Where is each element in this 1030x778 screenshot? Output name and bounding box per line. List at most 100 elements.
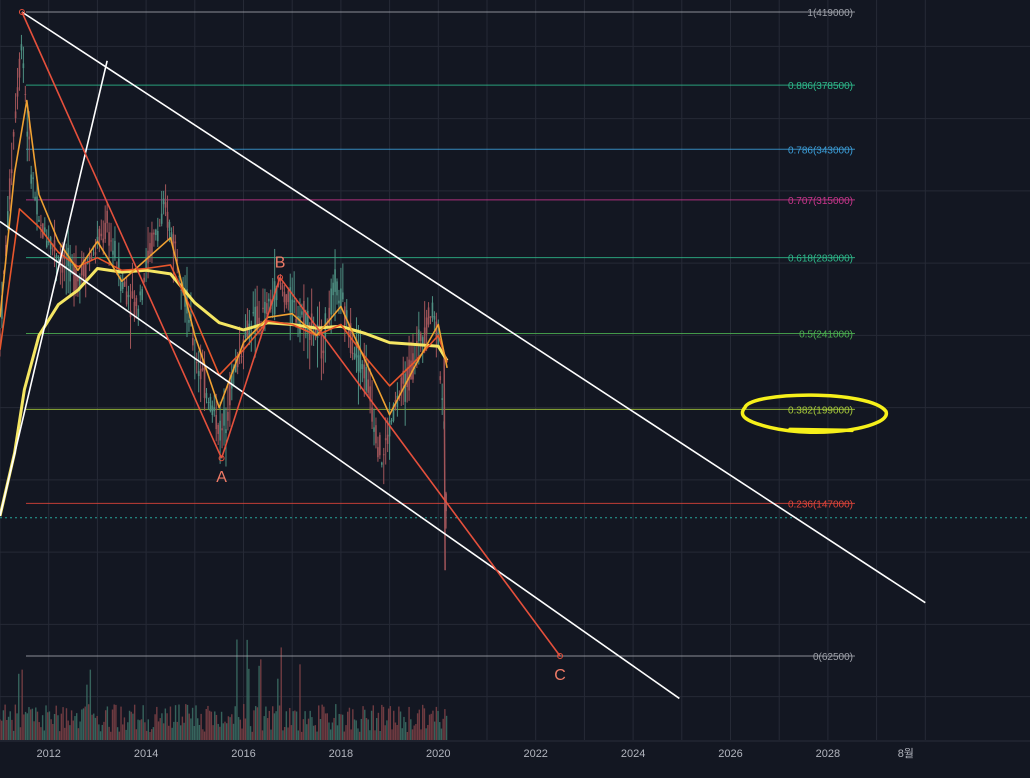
volume-bar: [319, 718, 322, 740]
candle-body: [439, 376, 442, 381]
volume-bar: [2, 710, 5, 740]
highlight-ellipse[interactable]: [740, 393, 888, 434]
volume-bar: [386, 720, 388, 740]
volume-bar: [89, 669, 92, 740]
channel-lines[interactable]: [0, 11, 926, 700]
volume-bar: [217, 723, 219, 740]
volume-bar: [81, 709, 83, 740]
volume-bar: [11, 719, 13, 740]
candle-body: [139, 291, 142, 296]
candle-body: [197, 371, 200, 377]
wave-point[interactable]: [277, 274, 284, 281]
channel-line-upper[interactable]: [21, 11, 926, 604]
volume-bar: [84, 706, 86, 740]
candle-body: [205, 393, 208, 399]
volume-bar: [352, 709, 354, 740]
candle-body: [345, 310, 348, 321]
volume-bar: [350, 729, 352, 740]
volume-bar: [227, 716, 230, 740]
candle-body: [211, 405, 214, 415]
volume-bar: [404, 722, 407, 740]
volume-bar: [241, 728, 243, 740]
candle-body: [215, 414, 218, 430]
volume-bar: [231, 714, 233, 740]
volume-bar: [268, 710, 271, 740]
candle-body: [55, 255, 58, 259]
wave-segment[interactable]: [279, 277, 561, 657]
volume-bar: [147, 719, 149, 740]
candle-body: [172, 234, 175, 251]
fib-retracement[interactable]: 1(419000) 0.886(378500) 0.786(343000) 0.707…: [0, 8, 1030, 663]
volume-bar: [168, 725, 170, 740]
wave-label-c: C: [554, 667, 566, 684]
abc-wave[interactable]: A B C: [18, 9, 566, 685]
volume-bar: [115, 704, 117, 740]
volume-bar: [208, 710, 211, 740]
candle-body: [404, 373, 406, 402]
volume-bar: [130, 711, 132, 740]
volume-bar: [312, 725, 315, 740]
candle-body: [390, 420, 393, 422]
volume-bar: [357, 728, 359, 740]
candle-body: [57, 259, 60, 262]
fib-level-label: 1(419000): [807, 8, 853, 19]
wave-point[interactable]: [557, 653, 564, 659]
volume-bar: [297, 730, 299, 740]
volume-bar: [19, 727, 22, 740]
time-axis: 2012 2014 2016 2018 2020 2022 2024 2026 2028 8월: [0, 740, 1030, 760]
wave-segment[interactable]: [220, 277, 281, 459]
candle-body: [84, 262, 87, 282]
volume-bar: [375, 718, 378, 740]
volume-bar: [345, 725, 347, 740]
candle-body: [44, 227, 46, 232]
volume-bar: [132, 713, 134, 740]
wave-segment[interactable]: [21, 11, 223, 459]
volume-bar: [139, 720, 141, 740]
volume-bar: [82, 708, 85, 740]
volume-bar: [178, 704, 180, 740]
volume-bar: [6, 719, 8, 740]
volume-bar: [341, 714, 344, 740]
candle-body: [421, 337, 424, 345]
candle-body: [231, 375, 233, 389]
time-axis-tick-label: 2022: [523, 748, 547, 760]
candle-body: [176, 259, 179, 262]
volume-bar: [435, 706, 438, 740]
candle-body: [367, 379, 369, 393]
volume-bar: [348, 707, 351, 740]
trend-line[interactable]: [0, 60, 108, 517]
volume-bar: [157, 721, 160, 740]
candle-body: [435, 321, 438, 340]
candle-body: [223, 408, 225, 426]
volume-bar: [331, 722, 334, 740]
volume-bar: [433, 721, 436, 740]
candle-body: [229, 377, 231, 406]
candle-body: [303, 300, 305, 330]
volume-bar: [31, 708, 34, 740]
candle-body: [273, 281, 276, 315]
channel-line-lower[interactable]: [0, 220, 680, 700]
volume-bar: [169, 706, 172, 740]
candle-body: [156, 230, 159, 242]
candle-body: [291, 299, 293, 324]
candle-body: [441, 398, 443, 400]
candle-body: [36, 196, 38, 215]
volume-bar: [304, 711, 306, 740]
candle-body: [326, 325, 329, 327]
volume-bar: [396, 725, 398, 740]
candle-body: [330, 288, 332, 315]
candle-body: [213, 407, 216, 412]
volume-bar: [87, 704, 90, 740]
wave-point[interactable]: [18, 9, 25, 15]
candle-body: [394, 399, 397, 403]
highlight-circle[interactable]: [740, 393, 888, 434]
wave-point[interactable]: [218, 455, 225, 462]
candle-body: [209, 396, 212, 412]
candle-body: [16, 87, 19, 97]
volume-bar: [382, 706, 385, 740]
fib-level-label: 0.5(241000): [799, 330, 853, 341]
volume-bar: [16, 713, 18, 740]
candle-body: [250, 337, 253, 339]
volume-bar: [57, 715, 59, 740]
